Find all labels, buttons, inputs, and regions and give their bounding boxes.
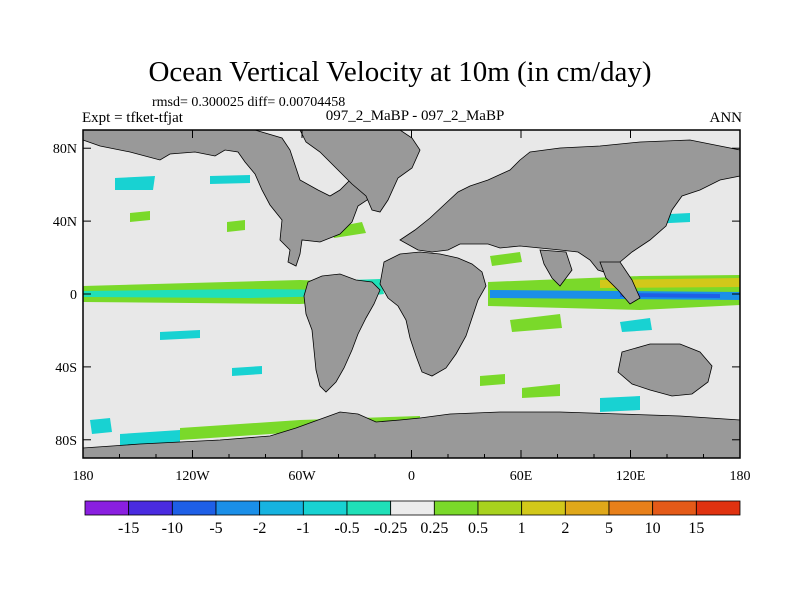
land-eurasia (399, 139, 741, 275)
lon-tick-label: 60W (288, 469, 316, 484)
patch (522, 384, 560, 398)
rmsd-diff-stats: rmsd= 0.300025 diff= 0.00704458 (152, 95, 346, 110)
land-mask (82, 129, 741, 459)
colorbar-level-label: -5 (209, 520, 222, 537)
colorbar-swatch (259, 500, 304, 516)
patch (510, 314, 562, 332)
lon-tick-label: 180 (730, 469, 751, 484)
lon-tick-label: 120W (175, 469, 210, 484)
colorbar-level-label: 0.5 (468, 520, 488, 537)
equatorial-pacific-upwelling-core (83, 289, 340, 298)
lon-tick-label: 180 (73, 469, 94, 484)
lat-tick-label: 80S (55, 434, 77, 449)
equatorial-indian-upwelling-core (600, 278, 740, 288)
land-antarctica (82, 411, 741, 459)
colorbar-level-label: 0.25 (420, 520, 448, 537)
chart-title: Ocean Vertical Velocity at 10m (in cm/da… (148, 56, 652, 88)
colorbar-swatch (128, 500, 173, 516)
patch (210, 175, 250, 184)
patch (490, 252, 522, 266)
land-india (539, 249, 573, 287)
patch (115, 176, 155, 190)
colorbar: -15 -10 -5 -2 -1 -0.5 -0.25 0.25 0.5 1 2 5 10 15 (84, 500, 741, 537)
lat-tick-label: 0 (70, 288, 77, 303)
lat-tick-label: 80N (53, 142, 77, 157)
colorbar-level-label: 2 (561, 520, 569, 537)
colorbar-level-label: -1 (297, 520, 310, 537)
southern-ocean-downwelling (120, 430, 180, 446)
land-greenland (299, 129, 421, 213)
patch (227, 220, 245, 232)
colorbar-level-label: 1 (518, 520, 526, 537)
land-africa (379, 251, 487, 377)
colorbar-level-label: -0.25 (374, 520, 407, 537)
lon-tick-label: 0 (408, 469, 415, 484)
patch (480, 374, 505, 386)
colorbar-swatch (477, 500, 523, 516)
colorbar-swatch (695, 500, 741, 516)
colorbar-swatch (608, 500, 654, 516)
patch (130, 211, 150, 222)
season-label: ANN (709, 110, 743, 126)
colorbar-level-label: 10 (645, 520, 661, 537)
colorbar-swatch (652, 500, 697, 516)
colorbar-swatch (433, 500, 479, 516)
colorbar-level-label: -2 (253, 520, 266, 537)
latitude-axis: 80N 40N 0 40S 80S (53, 142, 740, 449)
lat-tick-label: 40N (53, 215, 77, 230)
colorbar-swatch (564, 500, 610, 516)
longitude-axis: 180 120W 60W 0 60E 120E 180 (73, 130, 751, 484)
colorbar-swatch (346, 500, 392, 516)
land-south-america (303, 273, 381, 393)
patch (90, 418, 112, 434)
colorbar-level-label: -0.5 (334, 520, 359, 537)
colorbar-level-label: 15 (688, 520, 704, 537)
colorbar-level-label: 5 (605, 520, 613, 537)
lon-tick-label: 60E (510, 469, 533, 484)
colorbar-swatch (84, 500, 130, 516)
land-north-america (82, 129, 386, 267)
colorbar-swatch (215, 500, 261, 516)
colorbar-level-label: -15 (118, 520, 139, 537)
colorbar-swatch (171, 500, 217, 516)
land-se-asia (599, 261, 641, 305)
lon-tick-label: 120E (616, 469, 646, 484)
colorbar-swatch (390, 500, 435, 516)
colorbar-swatch (302, 500, 348, 516)
patch (160, 330, 200, 340)
patch (620, 318, 652, 332)
southern-ocean-downwelling (600, 396, 640, 412)
colorbar-swatch (521, 500, 566, 516)
equatorial-downwelling-core (620, 293, 720, 298)
colorbar-level-label: -10 (162, 520, 183, 537)
case-comparison-label: 097_2_MaBP - 097_2_MaBP (325, 108, 505, 124)
land-australia (617, 343, 713, 397)
experiment-label: Expt = tfket-tfjat (82, 110, 183, 126)
lat-tick-label: 40S (55, 361, 77, 376)
patch (232, 366, 262, 376)
